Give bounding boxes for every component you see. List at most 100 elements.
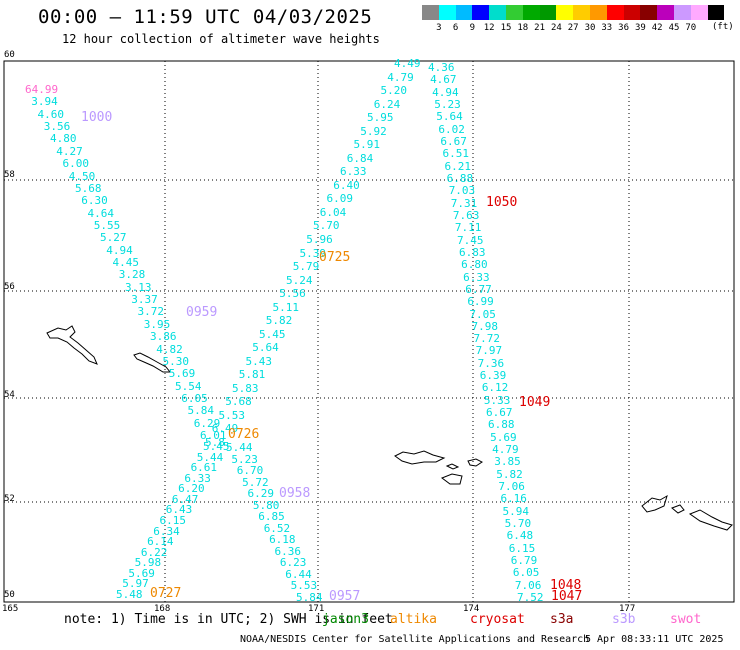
wave-height-value: 7.06: [498, 480, 525, 494]
color-scale-label: 9: [469, 23, 476, 33]
wave-height-value: 4.36: [428, 61, 455, 74]
wave-height-value: 5.33: [483, 393, 511, 407]
wave-height-value: 6.24: [373, 97, 401, 111]
wave-height-value: 4.94: [432, 85, 459, 99]
track-id-0725: 0725: [319, 250, 351, 265]
wave-height-value: 5.53: [290, 579, 318, 593]
color-swatch: [438, 5, 456, 20]
wave-height-value: 6.22: [140, 545, 168, 559]
wave-height-value: 4.50: [68, 169, 96, 183]
wave-height-value: 6.33: [340, 165, 367, 179]
wave-height-value: 6.02: [438, 122, 465, 136]
color-swatch: [489, 5, 506, 20]
wave-height-value: 6.33: [463, 270, 490, 284]
color-scale-label: 21: [534, 23, 546, 33]
wave-height-value: 6.40: [333, 178, 360, 192]
wave-height-value: 6.44: [285, 567, 312, 581]
lon-label-171: 171: [308, 604, 325, 614]
wave-height-value: 5.8: [205, 436, 225, 449]
wave-height-value: 5.96: [306, 232, 333, 246]
wave-height-value: 4.82: [156, 342, 183, 356]
map-subtitle: 12 hour collection of altimeter wave hei…: [62, 32, 380, 46]
wave-height-value: 64.99: [25, 83, 59, 96]
wave-height-value: 5.64: [436, 110, 463, 124]
wave-height-value: 3.72: [137, 305, 165, 319]
wave-height-value: 6.23: [279, 556, 307, 570]
wave-height-value: 5.44: [226, 441, 253, 454]
wave-height-value: 5.48: [116, 588, 143, 601]
color-scale-unit: (ft): [712, 22, 734, 32]
wave-height-value: 4.79: [492, 443, 519, 457]
lat-label-50: 50: [4, 590, 15, 600]
wave-height-value: 6.48: [506, 529, 534, 543]
wave-height-value: 6.15: [508, 541, 536, 555]
track-id-0957: 0957: [329, 589, 361, 604]
wave-height-value: 5.44: [196, 450, 224, 464]
track-id-1048: 1048: [550, 578, 582, 593]
wave-height-value: 5.23: [434, 97, 461, 111]
lon-label-177: 177: [619, 604, 636, 614]
wave-height-value: 7.63: [452, 208, 480, 222]
color-swatch: [455, 5, 473, 20]
wave-height-value: 4.80: [50, 132, 77, 146]
wave-height-value: 3.85: [494, 455, 521, 469]
wave-height-value: 3.94: [31, 95, 58, 109]
island-attu: [394, 450, 446, 465]
wave-height-value: 6.29: [193, 416, 221, 430]
wave-height-value: 6.47: [171, 492, 199, 506]
wave-height-value: 5.68: [225, 395, 252, 409]
island-kiska: [641, 494, 668, 513]
color-swatch: [674, 5, 691, 20]
wave-height-value: 7.11: [454, 221, 482, 235]
island-medny: [133, 352, 172, 373]
wave-height-value: 5.56: [279, 287, 306, 301]
legend-item-s3b: s3b: [612, 612, 636, 627]
wave-height-value: 7.72: [473, 332, 501, 346]
wave-height-value: 5.64: [252, 341, 279, 355]
color-scale-label: 24: [550, 23, 562, 33]
color-swatch: [422, 5, 439, 20]
wave-height-value: 7.36: [477, 356, 505, 370]
map-title: 00:00 – 11:59 UTC 04/03/2025: [38, 6, 373, 28]
wave-height-value: 6.12: [481, 381, 509, 395]
wave-height-value: 6.67: [485, 406, 513, 420]
wave-height-value: 6.52: [263, 521, 291, 535]
footer-credit: NOAA/NESDIS Center for Satellite Applica…: [240, 634, 590, 645]
lat-label-52: 52: [4, 494, 15, 504]
islet-3: [671, 504, 685, 514]
track-id-1047: 1047: [551, 589, 583, 604]
color-scale-label: 45: [668, 23, 680, 33]
footer-timestamp: 5 Apr 08:33:11 UTC 2025: [585, 634, 724, 645]
wave-height-value: 4.94: [106, 243, 133, 257]
color-swatch: [657, 5, 674, 20]
track-id-1049: 1049: [519, 395, 551, 410]
wave-height-value: 6.00: [62, 157, 90, 171]
wave-height-value: 4.60: [37, 107, 65, 121]
lon-label-174: 174: [463, 604, 480, 614]
wave-height-value: 6.30: [81, 194, 108, 208]
wave-height-value: 6.34: [153, 524, 180, 538]
island-agattu: [440, 473, 463, 485]
color-scale-label: 12: [483, 23, 495, 33]
wave-height-value: 6.16: [500, 492, 527, 506]
wave-height-value: 3.37: [131, 293, 158, 307]
wave-height-value: 6.51: [442, 147, 469, 161]
wave-height-value: 6.43: [165, 503, 193, 517]
wave-height-value: 6.70: [236, 464, 264, 478]
track-id-0726: 0726: [228, 427, 260, 442]
wave-height-value: 6.18: [269, 533, 296, 547]
wave-height-value: 3.86: [150, 330, 177, 344]
wave-height-value: 5.69: [128, 566, 155, 580]
color-swatch: [506, 5, 523, 20]
legend-item-altika: altika: [390, 612, 437, 627]
wave-height-value: 5.97: [122, 577, 149, 591]
legend-item-s3a: s3a: [550, 612, 574, 627]
wave-height-value: 7.06: [514, 578, 542, 592]
wave-height-value: 5.91: [353, 138, 381, 152]
wave-height-value: 6.15: [159, 514, 187, 527]
wave-height-value: 5.54: [175, 379, 202, 393]
track-id-0958: 0958: [279, 486, 311, 501]
wave-height-value: 6.61: [190, 461, 218, 475]
wave-height-value: 5.95: [367, 111, 394, 125]
